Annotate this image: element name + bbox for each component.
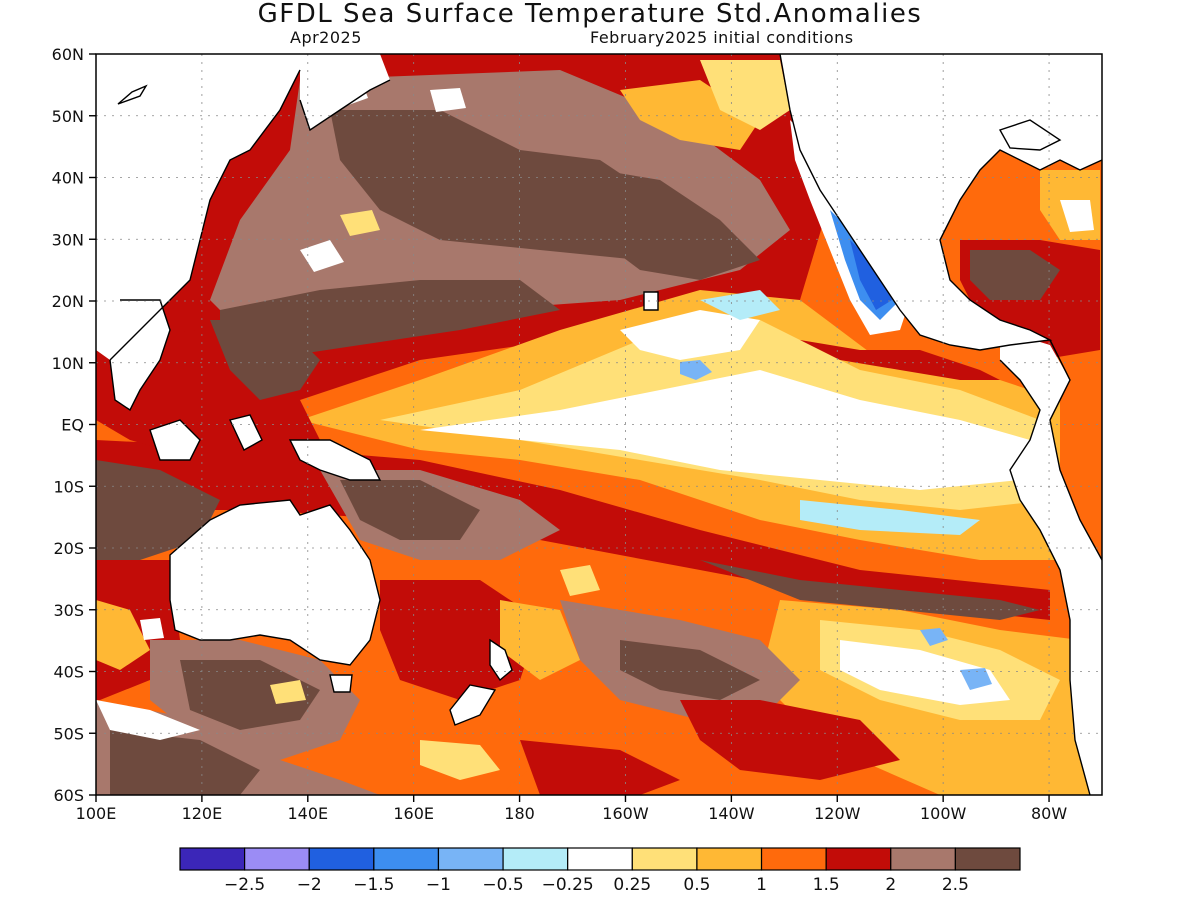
coastlines xyxy=(109,54,1102,795)
longitude-axis: 100E 120E 140E 160E 180 160W 140W 120W 100W 80W xyxy=(76,795,1067,823)
lon-tick-label: 120W xyxy=(814,804,861,823)
colorbar-label: 2.5 xyxy=(942,875,969,895)
colorbar-swatch xyxy=(373,847,440,871)
land-masses xyxy=(96,54,1102,795)
lat-tick-label: 60N xyxy=(52,45,84,64)
lat-tick-label: 40S xyxy=(53,663,84,682)
colorbar-swatch xyxy=(308,847,375,871)
lat-tick-label: 60S xyxy=(53,786,84,805)
lon-tick-label: 80W xyxy=(1031,804,1067,823)
graticule xyxy=(96,54,1102,795)
colorbar-swatch xyxy=(825,847,892,871)
anomaly-field xyxy=(96,54,1102,795)
colorbar-label: 0.5 xyxy=(683,875,710,895)
lon-tick-label: 140E xyxy=(287,804,328,823)
colorbar-label: −2 xyxy=(297,875,322,895)
colorbar-label: −0.5 xyxy=(482,875,523,895)
colorbar-swatch xyxy=(760,847,827,871)
chart-title: GFDL Sea Surface Temperature Std.Anomali… xyxy=(257,0,923,29)
lat-tick-label: 50N xyxy=(52,107,84,126)
lon-tick-label: 120E xyxy=(182,804,223,823)
initial-conditions-label: February2025 initial conditions xyxy=(590,28,854,47)
lat-tick-label: 30S xyxy=(53,601,84,620)
colorbar-swatch xyxy=(954,847,1021,871)
lon-tick-label: 100W xyxy=(920,804,967,823)
colorbar-label: 0.25 xyxy=(613,875,651,895)
lon-tick-label: 160W xyxy=(602,804,649,823)
colorbar-swatch xyxy=(696,847,763,871)
lat-tick-label: 50S xyxy=(53,724,84,743)
colorbar-label: 1.5 xyxy=(813,875,840,895)
colorbar-swatch xyxy=(631,847,698,871)
latitude-axis: 60N 50N 40N 30N 20N 10N EQ 10S 20S 30S 40S 50S 60S xyxy=(52,45,96,805)
lat-tick-label: 10S xyxy=(53,477,84,496)
colorbar-label: −0.25 xyxy=(542,875,594,895)
colorbar-swatch xyxy=(437,847,504,871)
colorbar-swatch xyxy=(567,847,633,871)
colorbar: −2.5 −2 −1.5 −1 −0.5 −0.25 0.25 0.5 1 1.5 2 2.5 xyxy=(179,847,1021,895)
lat-tick-label: 10N xyxy=(52,354,84,373)
lon-tick-label: 140W xyxy=(708,804,755,823)
colorbar-label: −1 xyxy=(426,875,451,895)
colorbar-label: −2.5 xyxy=(224,875,265,895)
colorbar-swatch xyxy=(502,847,569,871)
lat-tick-label: 30N xyxy=(52,230,84,249)
forecast-month: Apr2025 xyxy=(290,28,362,47)
colorbar-swatch xyxy=(890,847,956,871)
colorbar-swatch xyxy=(179,847,246,871)
lat-tick-label: 40N xyxy=(52,169,84,188)
lon-tick-label: 160E xyxy=(393,804,434,823)
lon-tick-label: 100E xyxy=(76,804,117,823)
colorbar-swatch xyxy=(244,847,310,871)
lon-tick-label: 180 xyxy=(504,804,535,823)
lat-tick-label: EQ xyxy=(61,416,84,435)
colorbar-label: 2 xyxy=(885,875,896,895)
colorbar-label: −1.5 xyxy=(353,875,394,895)
lat-tick-label: 20N xyxy=(52,292,84,311)
lat-tick-label: 20S xyxy=(53,539,84,558)
colorbar-label: 1 xyxy=(756,875,767,895)
